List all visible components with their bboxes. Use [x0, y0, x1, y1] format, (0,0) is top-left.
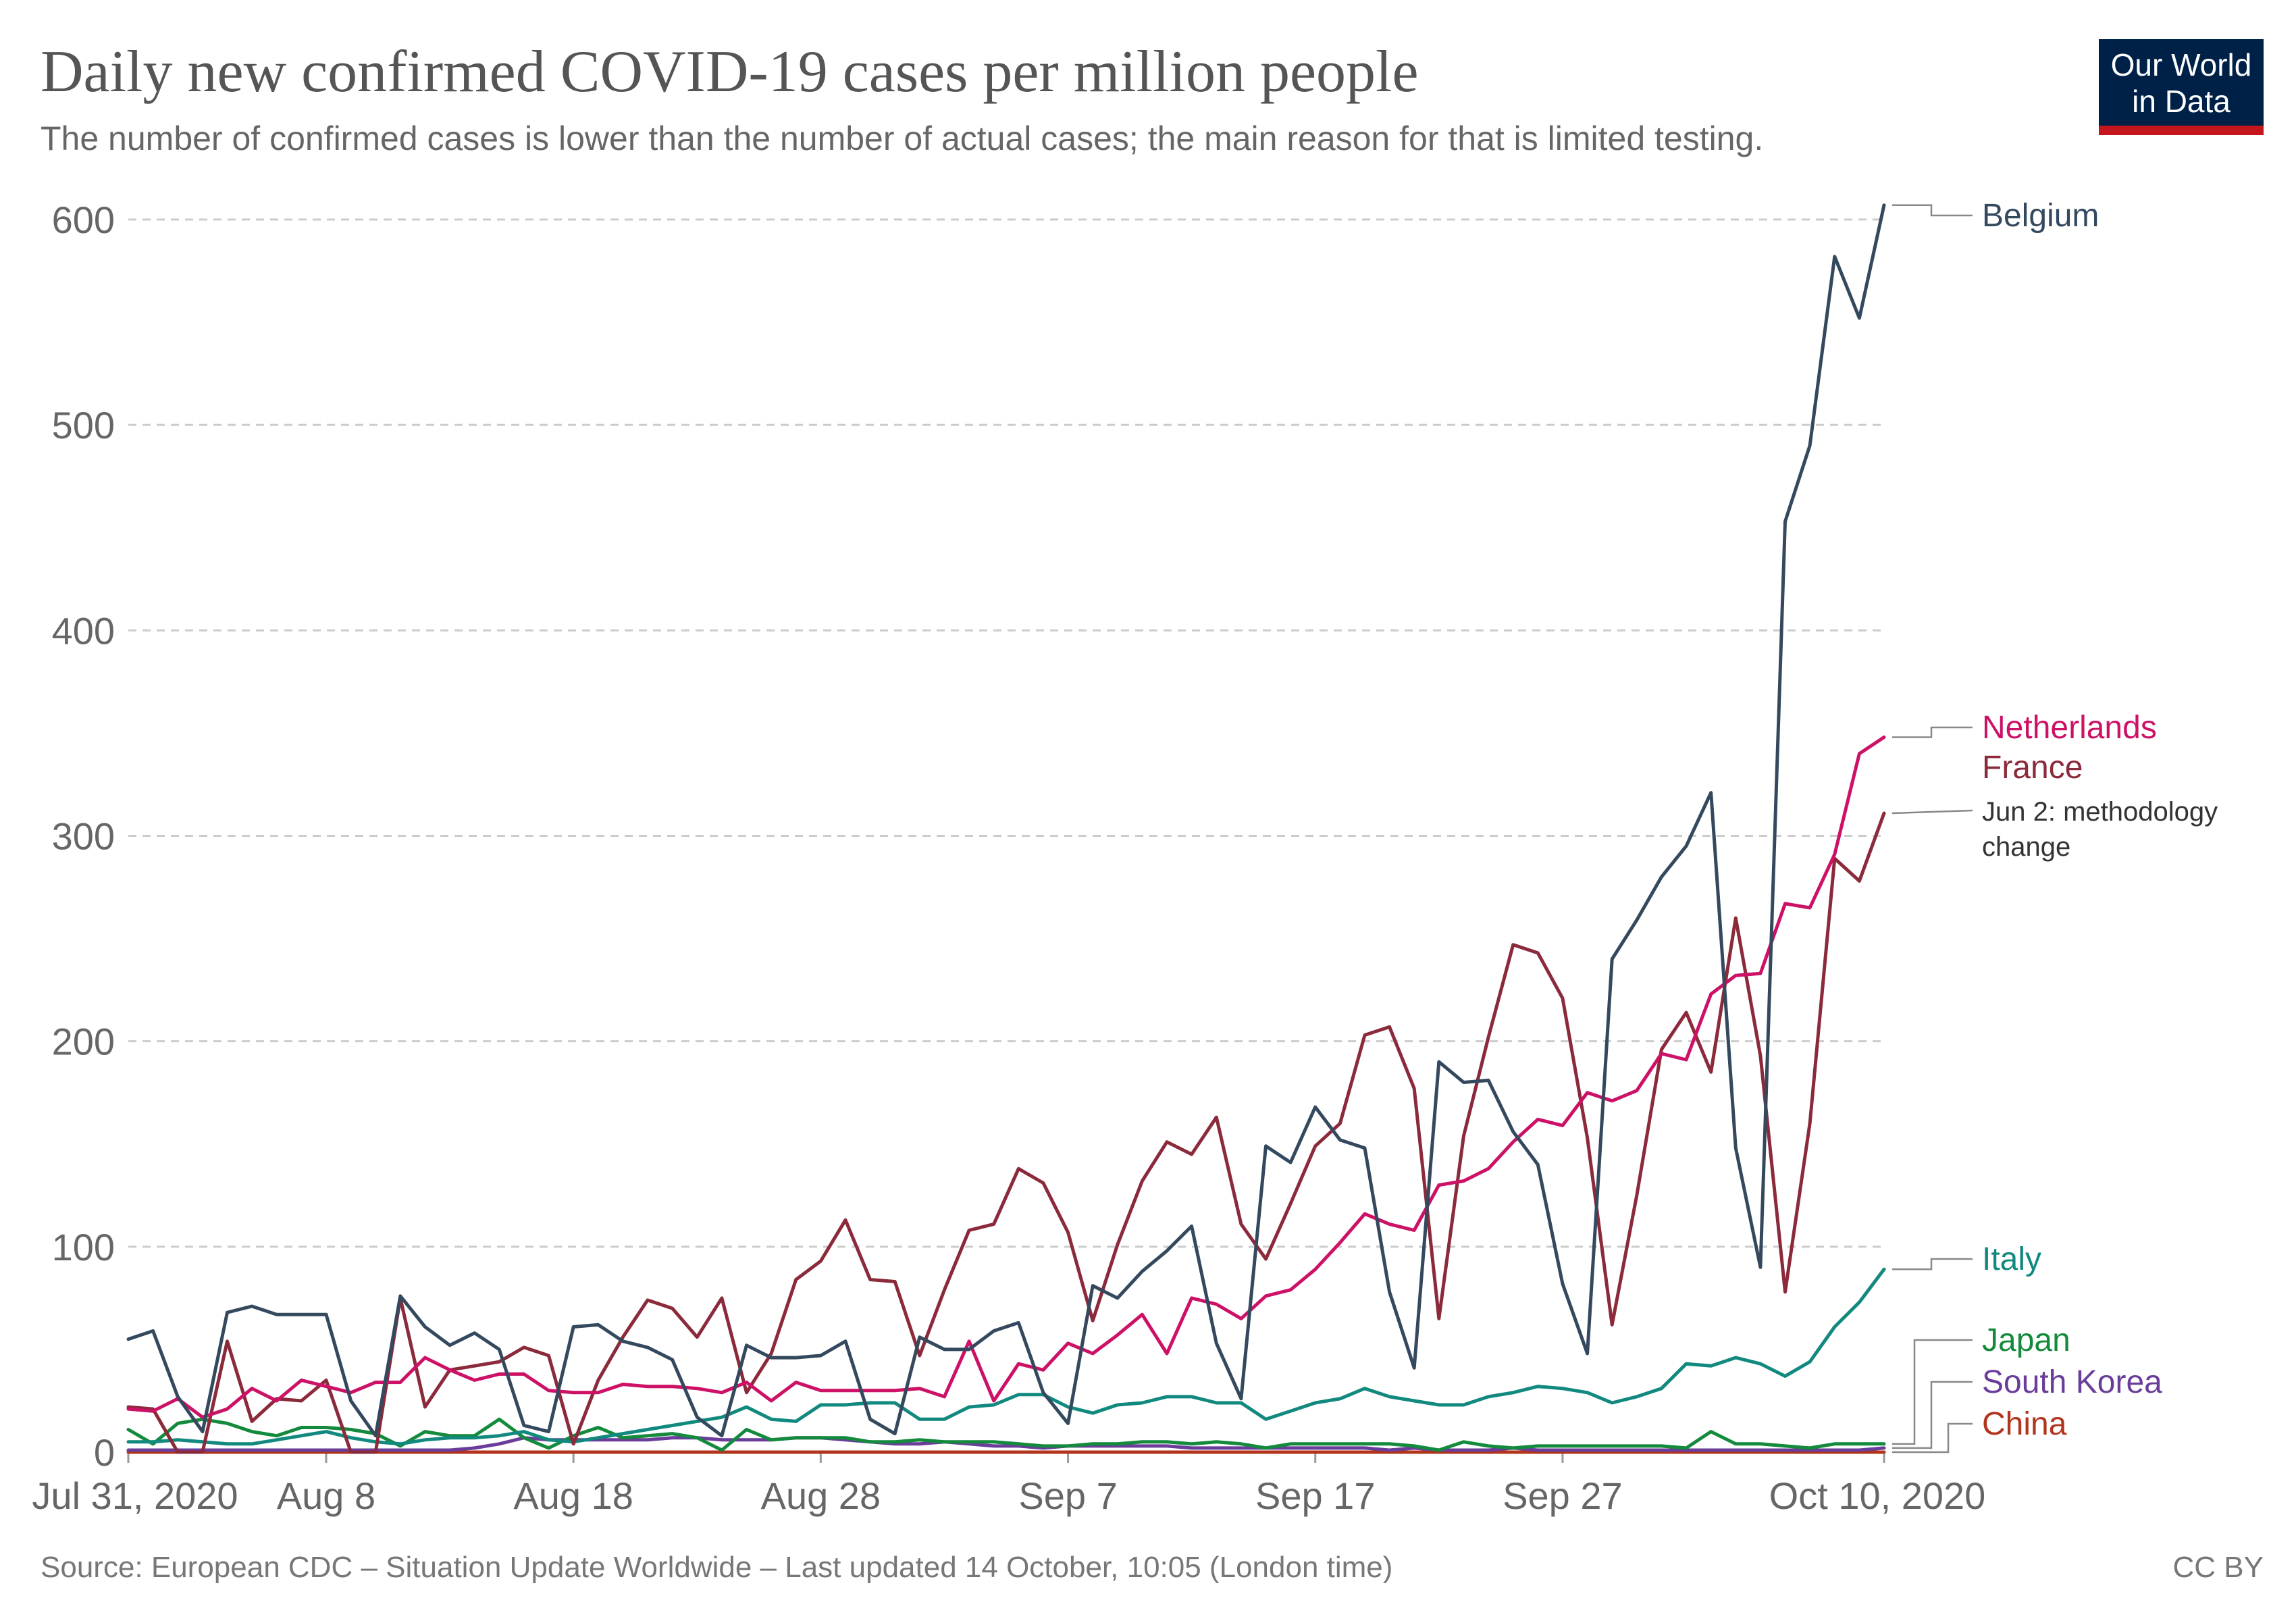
chart-title: Daily new confirmed COVID-19 cases per m… [41, 39, 1419, 105]
x-tick-aug-8: Aug 8 [277, 1474, 375, 1517]
x-tick-oct-10-2020: Oct 10, 2020 [1769, 1474, 1986, 1517]
series-label-china[interactable]: China [1982, 1406, 2067, 1442]
series-labels: Belgium Netherlands France Italy Japan South … [1891, 198, 2218, 1453]
y-tick-300: 300 [52, 815, 115, 858]
connector-italy [1892, 1258, 1973, 1270]
connector-belgium [1892, 204, 1973, 217]
series-label-belgium[interactable]: Belgium [1982, 198, 2099, 234]
x-tick-sep-7: Sep 7 [1018, 1474, 1117, 1517]
series-label-italy[interactable]: Italy [1982, 1241, 2041, 1277]
y-tick-0: 0 [94, 1431, 115, 1474]
series-label-france[interactable]: France [1982, 750, 2083, 786]
series-label-south-korea[interactable]: South Korea [1982, 1364, 2162, 1400]
connector-japan [1892, 1339, 1973, 1445]
logo-line-1: Our World [2111, 47, 2252, 82]
y-tick-200: 200 [52, 1021, 115, 1063]
license-link[interactable]: CC BY [2173, 1551, 2264, 1584]
chart-subtitle: The number of confirmed cases is lower t… [41, 120, 1763, 157]
methodology-note: Jun 2: methodology change [1982, 797, 2218, 862]
logo-background [2099, 39, 2264, 128]
series-label-netherlands[interactable]: Netherlands [1982, 710, 2157, 746]
gridlines [128, 218, 1884, 1248]
connector-netherlands [1892, 726, 1973, 738]
x-tick-aug-18: Aug 18 [513, 1474, 633, 1517]
x-tick-aug-28: Aug 28 [761, 1474, 881, 1517]
owid-logo[interactable]: Our World in Data [2099, 39, 2264, 135]
y-tick-600: 600 [52, 199, 115, 241]
y-axis-ticks: 0 100 200 300 400 500 600 [52, 199, 115, 1474]
x-tick-sep-17: Sep 17 [1255, 1474, 1376, 1517]
logo-accent-bar [2099, 126, 2264, 135]
y-tick-400: 400 [52, 609, 115, 652]
series-line-italy[interactable] [126, 1267, 1886, 1446]
y-tick-500: 500 [52, 404, 115, 446]
x-tick-sep-27: Sep 27 [1503, 1474, 1623, 1517]
x-axis-ticks: Jul 31, 2020 Aug 8 Aug 18 Aug 28 Sep 7 Sep 17… [32, 1452, 1985, 1517]
series-line-japan[interactable] [126, 1417, 1886, 1452]
connector-china [1892, 1422, 1973, 1453]
series-lines [126, 203, 1886, 1454]
series-line-belgium[interactable] [126, 203, 1886, 1438]
source-note: Source: European CDC – Situation Update … [41, 1551, 1392, 1584]
series-line-netherlands[interactable] [126, 736, 1886, 1419]
series-line-france[interactable] [126, 811, 1886, 1454]
connector-france [1891, 809, 1973, 815]
series-label-japan[interactable]: Japan [1982, 1322, 2070, 1358]
series-line-south-korea[interactable] [126, 1436, 1886, 1452]
logo-line-2: in Data [2132, 84, 2230, 119]
y-tick-100: 100 [52, 1226, 115, 1268]
x-tick-jul-31-2020: Jul 31, 2020 [32, 1474, 238, 1517]
connector-south-korea [1892, 1381, 1973, 1449]
